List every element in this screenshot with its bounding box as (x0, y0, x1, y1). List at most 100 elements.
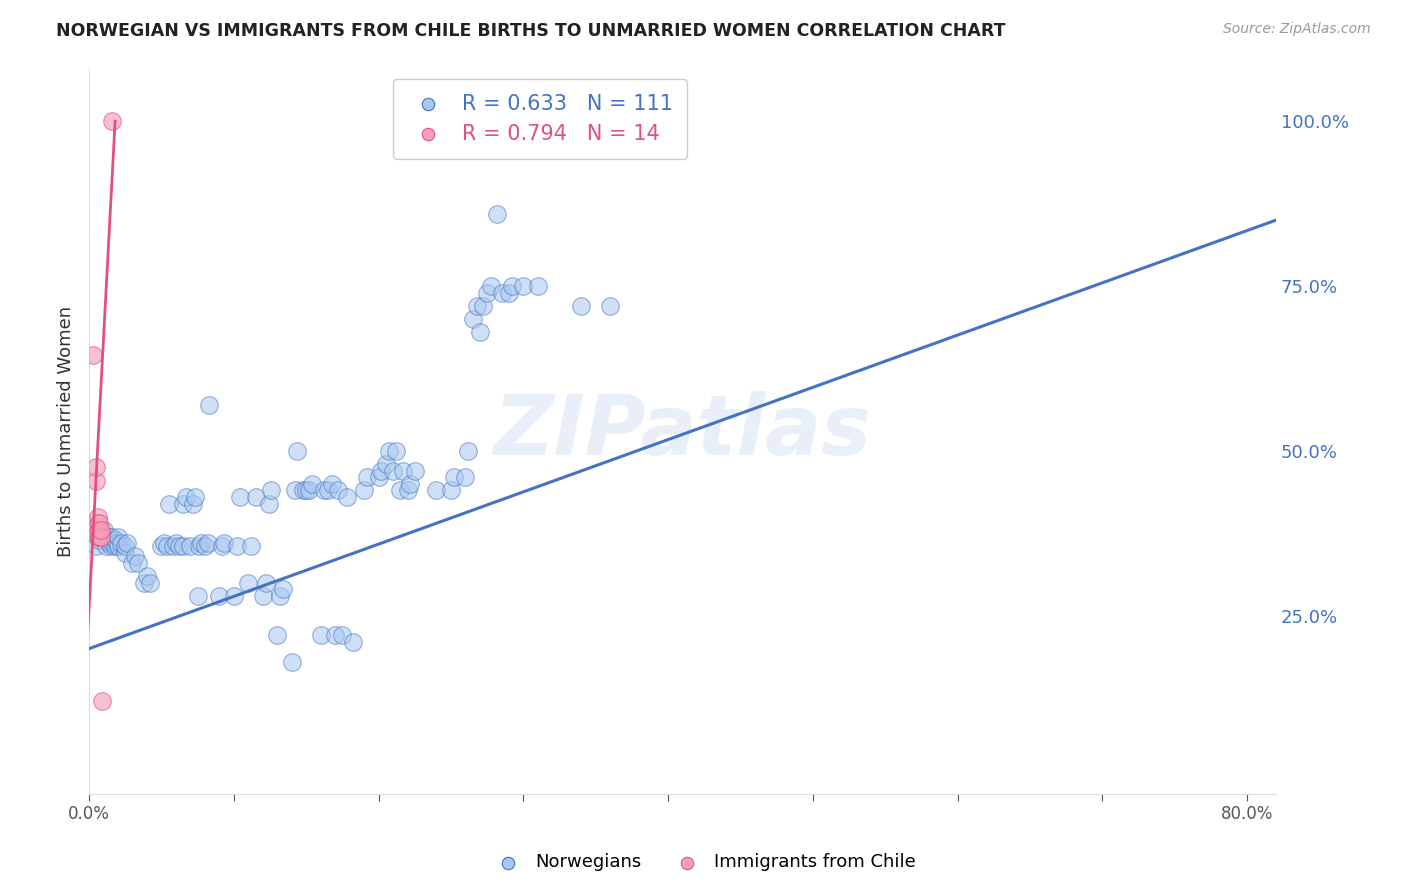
Point (468, 325, 491, 339)
Point (370, 464, 392, 478)
Point (471, 299, 494, 313)
Point (222, 589, 245, 603)
Point (153, 536, 176, 550)
Point (486, 206, 509, 220)
Point (162, 540, 184, 554)
Point (252, 589, 274, 603)
Point (316, 483, 339, 498)
Point (238, 575, 260, 590)
Point (165, 536, 187, 550)
Point (104, 540, 127, 554)
Point (114, 546, 136, 560)
Point (491, 285, 513, 300)
Point (107, 530, 129, 544)
Point (321, 476, 343, 491)
Point (569, 299, 592, 313)
Point (389, 483, 412, 498)
Point (184, 490, 207, 504)
Point (127, 556, 149, 570)
Point (101, 536, 124, 550)
Point (396, 483, 419, 498)
Point (228, 490, 250, 504)
Point (367, 470, 389, 484)
Point (643, 114, 665, 128)
Point (271, 582, 294, 597)
Point (90, 530, 112, 544)
Point (548, 114, 571, 128)
Point (172, 497, 194, 511)
Point (332, 628, 354, 642)
Point (89, 523, 111, 537)
Text: ZIPatlas: ZIPatlas (494, 391, 872, 472)
Point (167, 540, 190, 554)
Point (280, 655, 302, 669)
Point (174, 490, 197, 504)
Point (91, 526, 114, 541)
Point (454, 470, 477, 484)
Point (212, 536, 235, 550)
Point (269, 589, 291, 603)
Point (96, 540, 118, 554)
Text: Source: ZipAtlas.com: Source: ZipAtlas.com (1223, 22, 1371, 37)
Point (100, 540, 122, 554)
Point (298, 483, 321, 498)
Text: NORWEGIAN VS IMMIGRANTS FROM CHILE BIRTHS TO UNMARRIED WOMEN CORRELATION CHART: NORWEGIAN VS IMMIGRANTS FROM CHILE BIRTH… (56, 22, 1005, 40)
Point (100, 533, 122, 547)
Point (538, 114, 561, 128)
Y-axis label: Births to Unmarried Women: Births to Unmarried Women (58, 306, 75, 557)
Point (501, 279, 523, 293)
Point (301, 476, 323, 491)
Point (260, 483, 283, 498)
Point (356, 470, 378, 484)
Point (84, 540, 107, 554)
Point (284, 483, 307, 498)
Point (139, 575, 162, 590)
Point (336, 490, 359, 504)
Point (312, 483, 335, 498)
Point (87, 530, 110, 544)
Point (101, 530, 124, 544)
Point (98, 530, 121, 544)
Point (87, 516, 110, 531)
Point (190, 536, 212, 550)
Point (84, 460, 107, 475)
Point (104, 533, 127, 547)
Point (309, 628, 332, 642)
Point (208, 589, 231, 603)
Point (461, 312, 484, 326)
Point (110, 536, 132, 550)
Point (98, 536, 121, 550)
Point (475, 285, 498, 300)
Point (90, 523, 112, 537)
Point (93, 523, 115, 537)
Point (440, 483, 463, 498)
Point (96, 530, 118, 544)
Point (512, 279, 534, 293)
Point (132, 575, 155, 590)
Point (179, 540, 201, 554)
Point (91, 694, 114, 708)
Point (657, 114, 679, 128)
Point (225, 540, 247, 554)
Point (121, 556, 143, 570)
Point (526, 279, 548, 293)
Point (157, 497, 180, 511)
Point (84, 474, 107, 488)
Point (181, 497, 204, 511)
Point (385, 443, 408, 458)
Point (443, 470, 465, 484)
Point (187, 589, 209, 603)
Point (105, 536, 128, 550)
Point (198, 398, 221, 412)
Point (254, 575, 277, 590)
Point (257, 497, 280, 511)
Point (172, 540, 194, 554)
Point (342, 635, 364, 649)
Point (295, 483, 318, 498)
Point (156, 540, 179, 554)
Point (457, 443, 479, 458)
Point (194, 540, 217, 554)
Point (353, 483, 375, 498)
Point (585, 114, 607, 128)
Point (89, 530, 111, 544)
